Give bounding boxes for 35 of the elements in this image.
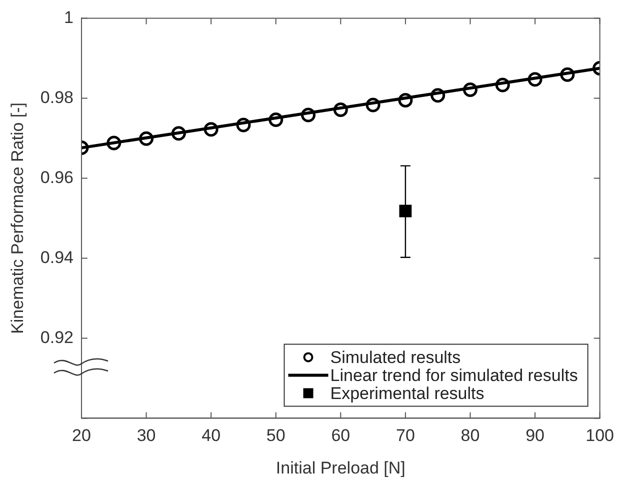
x-tick-label: 30 <box>136 426 156 446</box>
point <box>268 112 284 128</box>
point <box>528 72 542 87</box>
point <box>236 118 251 132</box>
point <box>398 92 413 108</box>
point <box>399 204 412 218</box>
y-tick-label: 0.92 <box>40 328 74 347</box>
y-tick-label: 1 <box>64 8 74 27</box>
x-tick-label: 50 <box>266 426 286 446</box>
point <box>106 136 122 150</box>
point <box>301 108 316 122</box>
point <box>560 67 575 82</box>
y-axis-title: Kinematic Performace Ratio [-] <box>8 102 27 334</box>
y-tick-label: 0.94 <box>40 248 74 267</box>
point <box>430 88 446 103</box>
x-tick-label: 80 <box>460 426 480 446</box>
y-tick-label: 0.96 <box>40 168 74 187</box>
x-tick-label: 70 <box>396 426 415 446</box>
x-tick-label: 20 <box>72 426 91 446</box>
point <box>139 131 154 146</box>
legend-label: Simulated results <box>330 348 461 367</box>
point <box>495 78 510 92</box>
x-tick-label: 90 <box>526 426 544 446</box>
x-tick-label: 40 <box>202 426 221 446</box>
point <box>462 82 478 98</box>
x-tick-label: 100 <box>586 426 614 446</box>
point <box>366 98 380 112</box>
point <box>333 102 348 118</box>
legend-label: Linear trend for simulated results <box>330 366 578 385</box>
y-tick-label: 0.98 <box>40 88 74 107</box>
x-axis-title: Initial Preload [N] <box>276 458 406 478</box>
legend-label: Experimental results <box>330 384 484 403</box>
point <box>204 122 218 137</box>
point <box>171 126 186 141</box>
x-tick-label: 60 <box>331 426 350 446</box>
